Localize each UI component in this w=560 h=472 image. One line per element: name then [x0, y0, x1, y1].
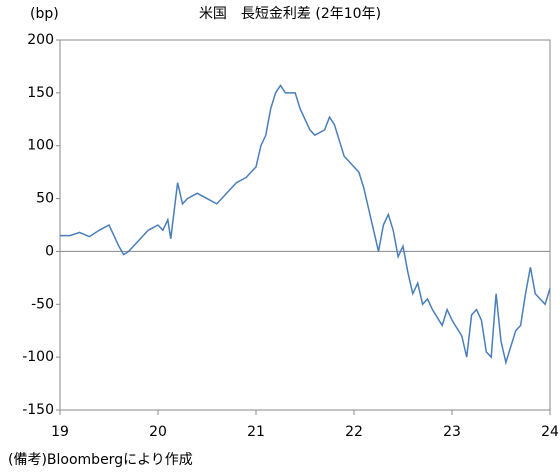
plot-frame [59, 39, 551, 411]
y-tick-label: -50 [31, 296, 54, 312]
y-tick-label: -150 [22, 402, 54, 418]
x-tick-label: 21 [247, 424, 265, 440]
y-tick-label: 0 [45, 243, 54, 259]
y-tick-label: 50 [36, 191, 54, 207]
y-axis-label: (bp) [30, 6, 59, 22]
y-tick-label: 200 [27, 32, 54, 48]
x-tick-label: 20 [149, 424, 167, 440]
x-tick-label: 19 [51, 424, 69, 440]
y-tick-label: 150 [27, 85, 54, 101]
note: (備考)Bloombergにより作成 [8, 452, 193, 468]
x-tick-label: 24 [541, 424, 559, 440]
y-tick-label: -100 [22, 349, 54, 365]
x-tick-label: 23 [443, 424, 461, 440]
y-tick-label: 100 [27, 138, 54, 154]
data-line [60, 84, 551, 366]
chart-title: 米国 長短金利差 (2年10年) [199, 6, 381, 22]
x-tick-label: 22 [345, 424, 363, 440]
